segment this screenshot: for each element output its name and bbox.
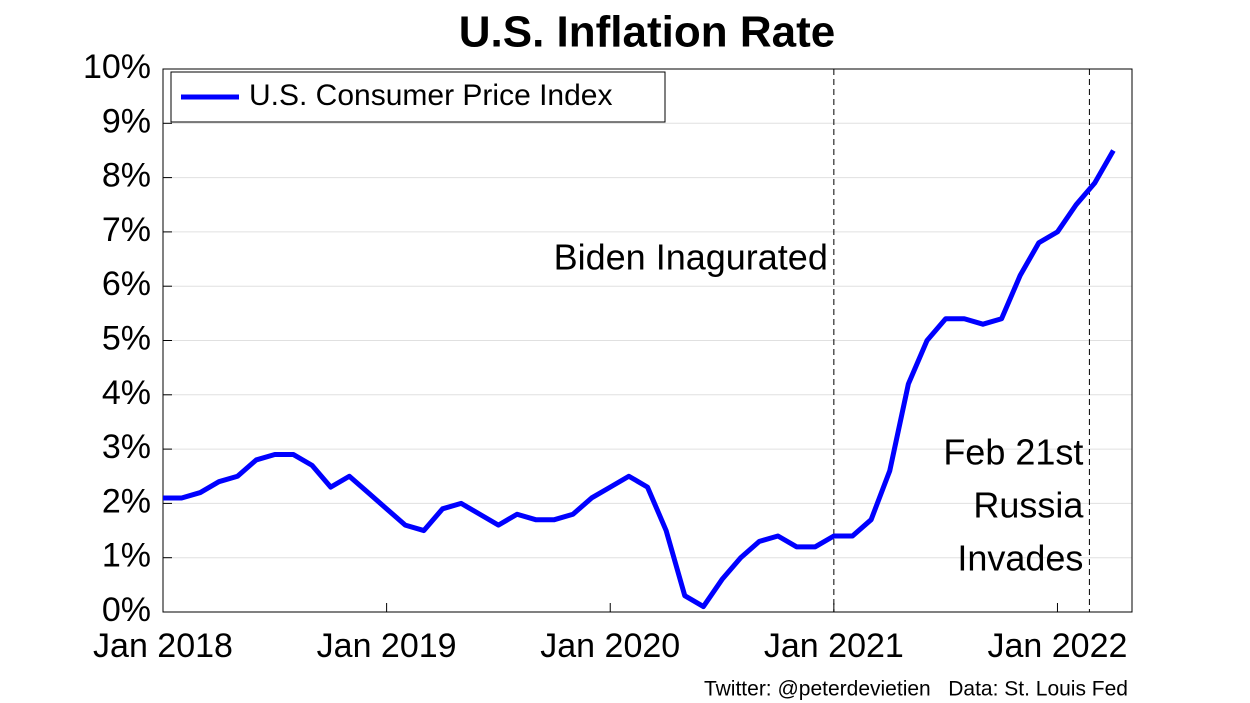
x-tick-label: Jan 2019 — [317, 627, 457, 665]
y-tick-label: 4% — [102, 374, 151, 412]
chart-title: U.S. Inflation Rate — [459, 8, 835, 57]
source-note: Twitter: @peterdevietien Data: St. Louis… — [704, 678, 1128, 701]
x-tick-label: Jan 2018 — [93, 627, 233, 665]
y-tick-label: 2% — [102, 482, 151, 520]
y-tick-label: 6% — [102, 265, 151, 303]
annotation-text: Invades — [957, 538, 1083, 579]
x-tick-label: Jan 2022 — [988, 627, 1128, 665]
y-tick-label: 3% — [102, 428, 151, 466]
y-tick-label: 7% — [102, 211, 151, 249]
annotation-text: Russia — [973, 485, 1084, 526]
y-tick-label: 10% — [83, 48, 151, 86]
y-tick-label: 8% — [102, 157, 151, 195]
y-tick-label: 0% — [102, 591, 151, 629]
legend-label: U.S. Consumer Price Index — [249, 79, 612, 112]
annotation-text: Biden Inagurated — [554, 237, 828, 278]
x-tick-label: Jan 2021 — [764, 627, 904, 665]
y-tick-label: 9% — [102, 102, 151, 140]
annotation-text: Feb 21st — [943, 432, 1083, 473]
y-tick-label: 5% — [102, 319, 151, 357]
y-tick-label: 1% — [102, 537, 151, 575]
legend-box — [170, 71, 666, 123]
x-tick-label: Jan 2020 — [540, 627, 680, 665]
plot-frame — [162, 68, 1133, 613]
series-line — [163, 149, 1116, 610]
